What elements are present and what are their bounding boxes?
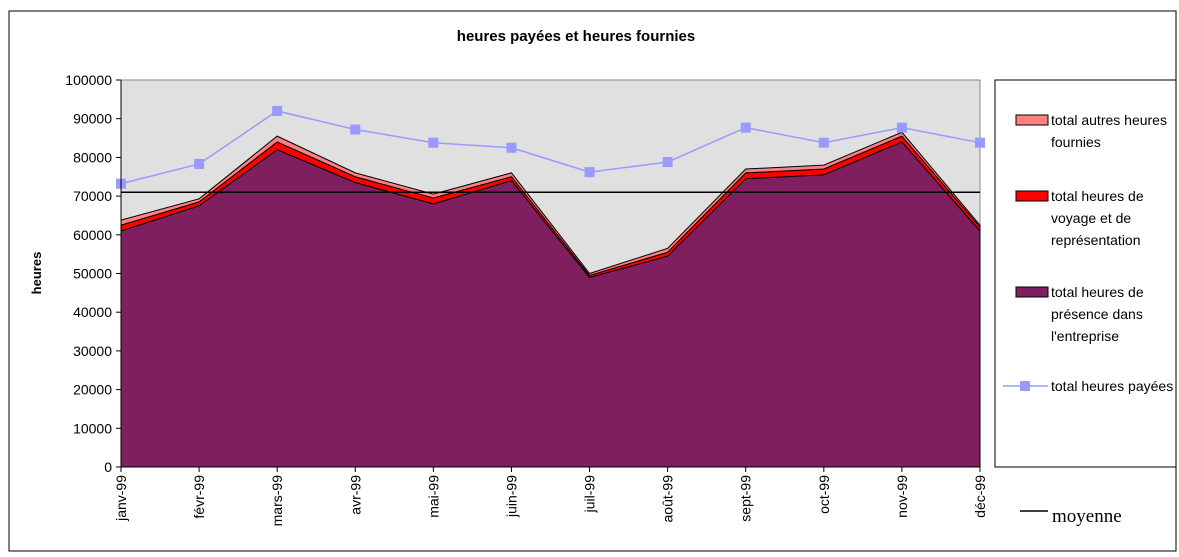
- y-tick-label: 0: [104, 459, 112, 475]
- chart-title: heures payées et heures fournies: [457, 28, 695, 45]
- x-tick-label: mai-99: [425, 475, 441, 518]
- x-tick-label: févr-99: [191, 475, 207, 519]
- legend-label: total autres heures fournies: [1051, 112, 1167, 150]
- y-tick-label: 70000: [73, 188, 112, 204]
- y-tick-label: 30000: [73, 343, 112, 359]
- marker: [272, 105, 283, 116]
- y-tick-label: 100000: [65, 72, 112, 88]
- legend-swatch: [1015, 190, 1049, 202]
- legend-entry: total heures de présence dans l'entrepri…: [1051, 284, 1144, 344]
- y-tick-label: 90000: [73, 111, 112, 127]
- legend-marker: [1020, 381, 1030, 391]
- marker: [194, 158, 205, 169]
- x-tick-label: oct-99: [816, 475, 832, 514]
- area: [120, 131, 981, 277]
- legend-label: total heures de voyage et de représentat…: [1051, 188, 1144, 248]
- legend-entry: total autres heures fournies: [1051, 112, 1167, 150]
- marker: [506, 142, 517, 153]
- x-tick-label: août-99: [660, 475, 676, 523]
- x-tick-label: mars-99: [269, 475, 285, 527]
- x-tick-label: juin-99: [503, 475, 519, 518]
- marker: [818, 137, 829, 148]
- x-tick-label: nov-99: [894, 475, 910, 518]
- marker: [584, 167, 595, 178]
- y-tick-label: 80000: [73, 149, 112, 165]
- marker: [896, 122, 907, 133]
- x-tick-label: sept-99: [738, 475, 754, 522]
- legend-entry: total heures de voyage et de représentat…: [1051, 188, 1144, 248]
- marker: [350, 124, 361, 135]
- x-tick-label: déc-99: [972, 475, 988, 518]
- legend-label: total heures de présence dans l'entrepri…: [1051, 284, 1144, 344]
- marker: [975, 137, 985, 148]
- legend-swatch: [1015, 286, 1049, 298]
- y-tick-label: 20000: [73, 382, 112, 398]
- line: [120, 110, 981, 185]
- y-tick-label: 50000: [73, 266, 112, 282]
- x-tick-label: janv-99: [113, 475, 129, 522]
- legend-label: moyenne: [1052, 506, 1122, 527]
- y-tick-label: 10000: [73, 420, 112, 436]
- y-tick-label: 60000: [73, 227, 112, 243]
- legend-label: total heures payées: [1051, 378, 1174, 394]
- y-tick-label: 40000: [73, 304, 112, 320]
- x-tick-label: avr-99: [347, 475, 363, 515]
- legend-entry: total heures payées: [1051, 378, 1174, 394]
- marker: [428, 137, 439, 148]
- marker: [662, 157, 673, 168]
- x-tick-label: juil-99: [582, 475, 598, 514]
- y-axis-label: heures: [29, 252, 44, 295]
- marker: [740, 122, 751, 133]
- legend-box: [994, 79, 1177, 468]
- legend-swatch: [1015, 114, 1049, 126]
